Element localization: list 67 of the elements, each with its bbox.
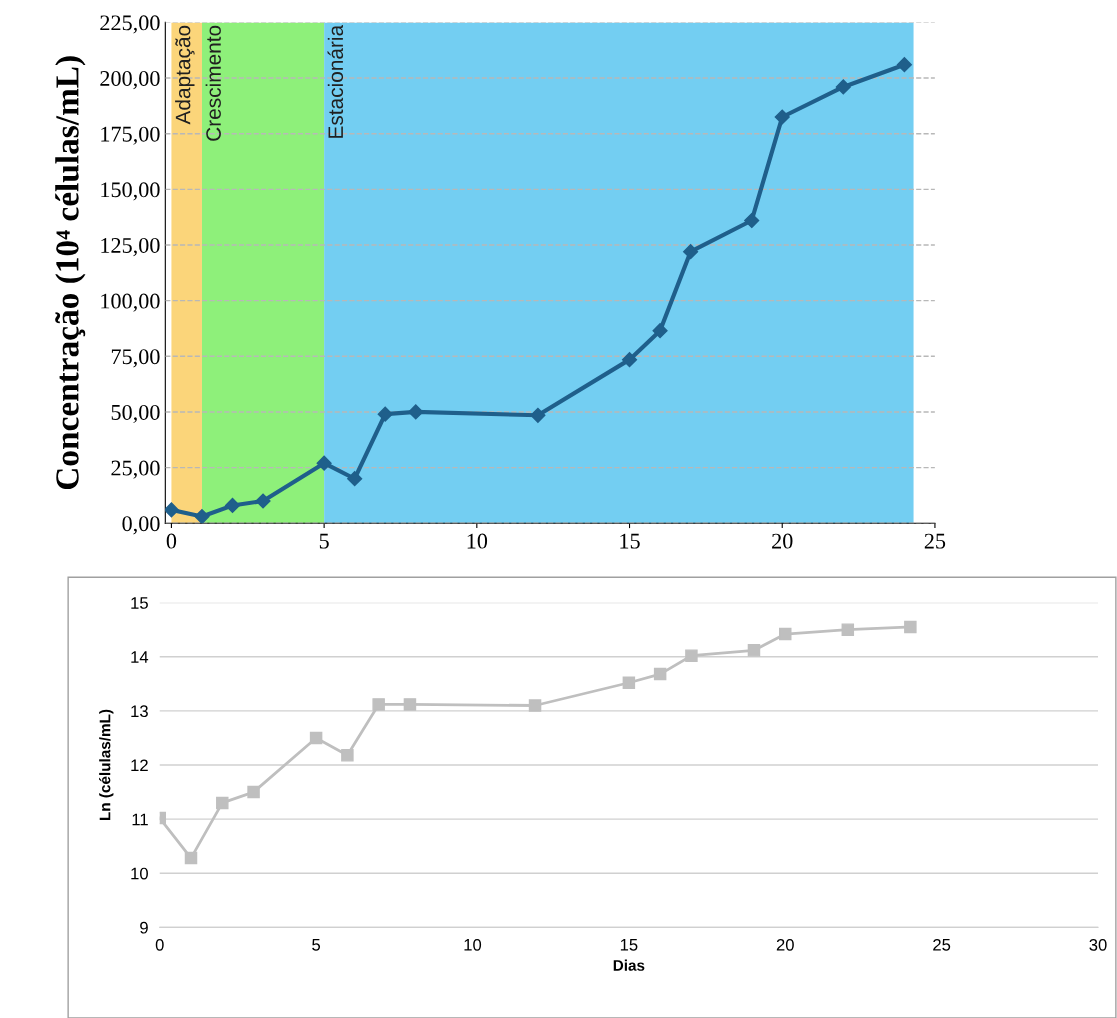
x-tick-label: 5 (312, 939, 321, 951)
x-tick-label: 30 (1089, 938, 1107, 951)
x-tick-label: 25 (933, 938, 951, 951)
point (184, 851, 198, 865)
y-axis-title: Concentração (10⁴ células/mL) (55, 56, 86, 490)
point (835, 79, 851, 95)
band-label: Adaptação (175, 25, 195, 125)
y-tick-label: 9 (140, 921, 148, 934)
point (403, 698, 417, 711)
point (683, 244, 699, 260)
point (372, 698, 385, 711)
point (904, 620, 917, 634)
band-label: Crescimento (205, 25, 221, 141)
y-tick-label: 15 (131, 597, 148, 609)
band-label: Estacionária (327, 24, 344, 138)
point (316, 455, 332, 471)
y-tick-label: 150,00 (101, 182, 160, 201)
point (652, 323, 668, 339)
point (744, 212, 760, 229)
y-axis-title: Ln (células/mL) (99, 709, 114, 821)
y-tick-label: 75,00 (111, 349, 160, 368)
point (779, 627, 792, 641)
y-tick-label: 14 (131, 651, 149, 663)
point (408, 404, 424, 420)
x-tick-label: 10 (467, 533, 488, 549)
point (747, 644, 761, 657)
y-tick-label: 175,00 (101, 126, 160, 145)
y-tick-label: 125,00 (101, 237, 160, 257)
point (224, 497, 241, 514)
x-tick-label: 5 (319, 533, 329, 549)
point (341, 749, 354, 762)
point (247, 785, 260, 799)
point (774, 109, 790, 125)
y-tick-label: 225,00 (100, 15, 160, 34)
point (194, 509, 210, 524)
y-tick-label: 11 (132, 813, 148, 826)
x-tick-label: 0 (166, 533, 177, 549)
point (653, 667, 667, 681)
x-tick-label: 20 (772, 533, 793, 549)
y-tick-label: 0,00 (122, 516, 160, 535)
point (309, 731, 323, 745)
x-tick-label: 0 (155, 938, 164, 951)
x-axis-title: Dias (613, 959, 645, 971)
point (685, 649, 698, 662)
point (841, 623, 855, 636)
point (530, 407, 546, 423)
point (622, 676, 636, 690)
point (528, 699, 542, 712)
point (896, 57, 912, 73)
x-tick-label: 20 (776, 938, 794, 951)
y-tick-label: 50,00 (111, 404, 160, 424)
point (377, 406, 393, 422)
x-tick-label: 10 (464, 938, 482, 951)
y-tick-label: 25,00 (111, 460, 160, 479)
point (347, 471, 363, 487)
x-tick-label: 25 (924, 533, 946, 549)
point (255, 493, 271, 509)
point (216, 796, 229, 810)
x-tick-label: 15 (620, 533, 640, 549)
point (165, 502, 179, 518)
y-tick-label: 200,00 (100, 70, 160, 90)
y-tick-label: 100,00 (101, 293, 160, 312)
y-tick-label: 12 (131, 759, 148, 772)
y-tick-label: 13 (131, 705, 148, 718)
x-tick-label: 15 (620, 939, 638, 951)
point (621, 352, 638, 368)
y-tick-label: 10 (131, 867, 148, 880)
